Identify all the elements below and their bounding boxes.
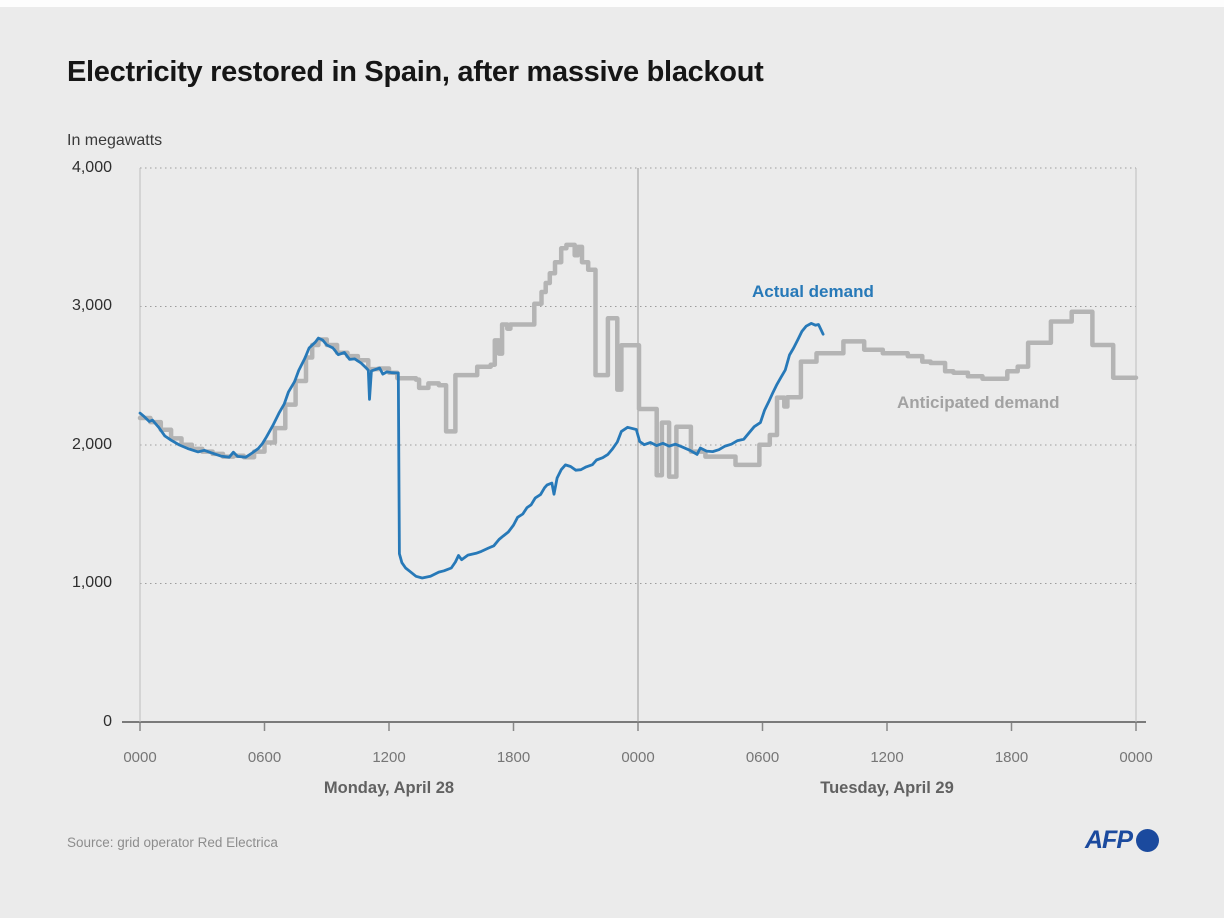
x-tick-label: 0000 xyxy=(123,749,157,766)
anticipated-demand-line xyxy=(137,242,1139,479)
day-label-tuesday: Tuesday, April 29 xyxy=(820,779,954,797)
legend-anticipated-demand: Anticipated demand xyxy=(897,393,1060,412)
day-label-monday: Monday, April 28 xyxy=(323,779,455,797)
x-tick-label: 1800 xyxy=(994,749,1029,766)
source-credit: Source: grid operator Red Electrica xyxy=(67,835,278,850)
x-tick-label: 0000 xyxy=(1119,749,1153,766)
page-title: Electricity restored in Spain, after mas… xyxy=(67,56,764,88)
legend-actual-demand: Actual demand xyxy=(752,282,874,301)
afp-logo: AFP xyxy=(1085,826,1159,855)
y-tick-label: 2,000 xyxy=(71,436,112,453)
unit-label: In megawatts xyxy=(67,132,163,149)
top-strip xyxy=(0,0,1224,7)
afp-logo-text: AFP xyxy=(1085,826,1133,854)
afp-logo-dot-icon xyxy=(1136,829,1159,852)
y-tick-label: 4,000 xyxy=(71,159,112,176)
x-tick-label: 1200 xyxy=(870,749,904,766)
x-tick-label: 1200 xyxy=(372,749,406,766)
x-tick-label: 0000 xyxy=(621,749,655,766)
y-tick-label: 0 xyxy=(103,713,112,730)
x-tick-label: 0600 xyxy=(745,749,780,766)
actual-demand-line xyxy=(138,322,825,580)
x-tick-label: 1800 xyxy=(496,749,531,766)
x-tick-label: 0600 xyxy=(247,749,282,766)
y-tick-label: 1,000 xyxy=(71,574,112,591)
y-tick-label: 3,000 xyxy=(71,297,112,314)
